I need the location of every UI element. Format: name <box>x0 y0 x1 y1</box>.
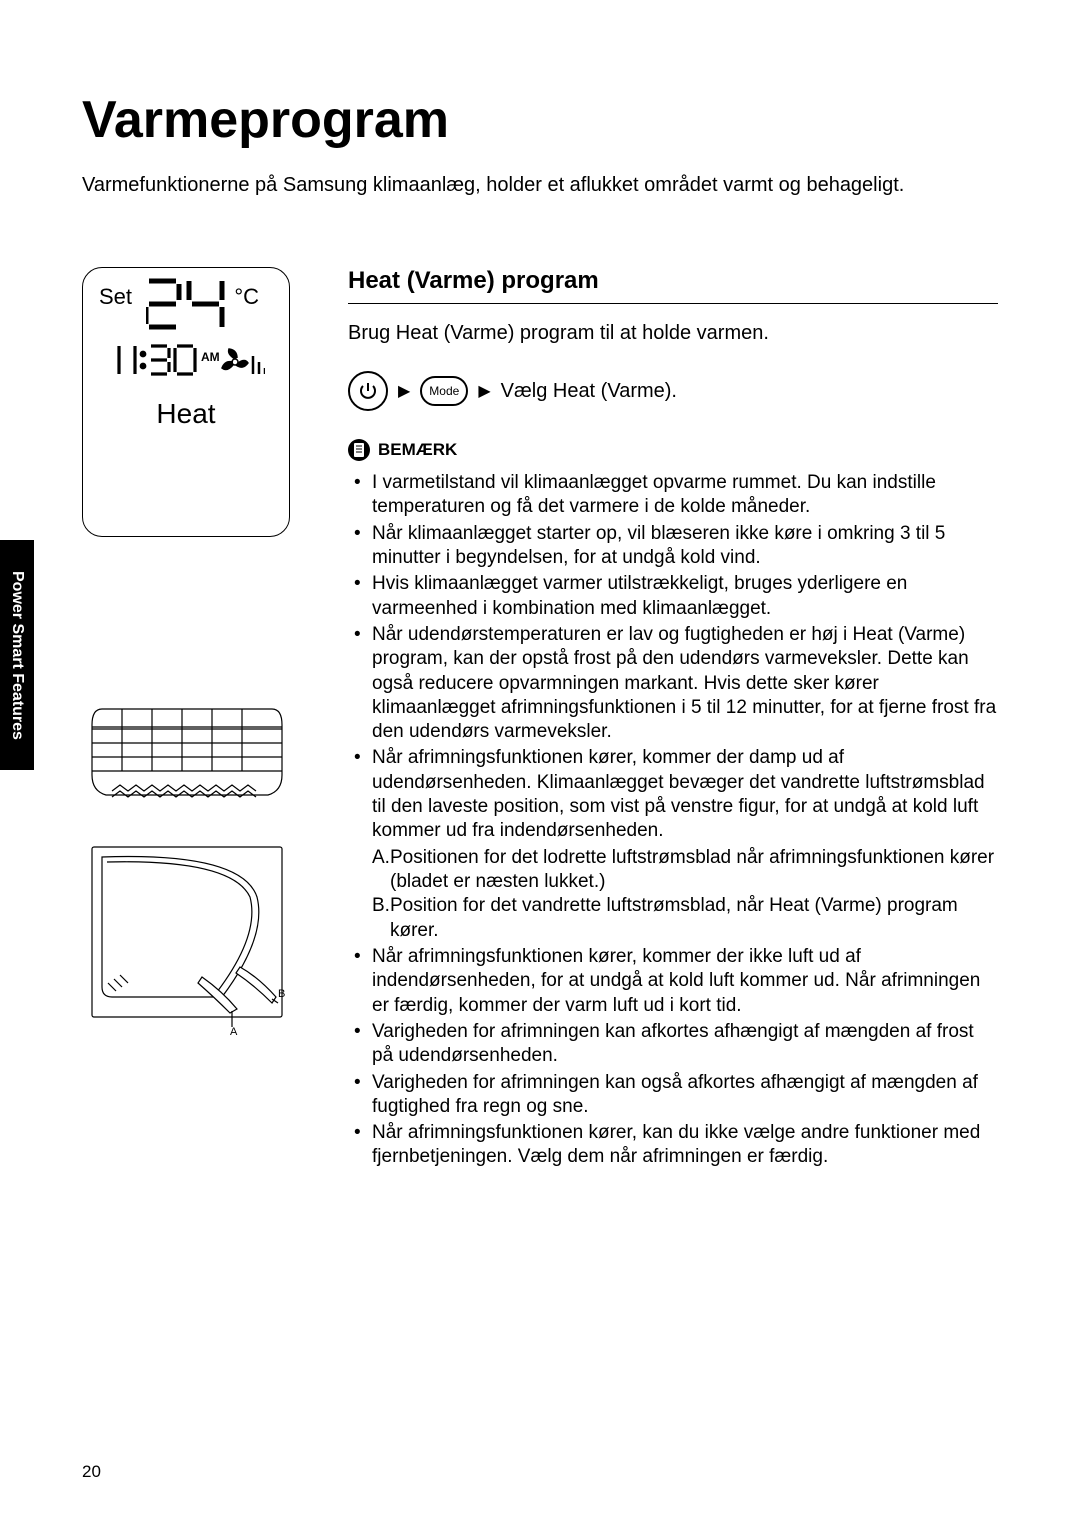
content-area: Set °C <box>82 267 998 1172</box>
note-header: BEMÆRK <box>348 439 998 461</box>
arrow-icon: ▶ <box>398 381 410 401</box>
section-intro: Brug Heat (Varme) program til at holde v… <box>348 322 998 345</box>
left-column: Set °C <box>82 267 290 1172</box>
ac-display-panel: Set °C <box>82 267 290 537</box>
set-label: Set <box>99 284 132 310</box>
note-label: BEMÆRK <box>378 440 457 460</box>
sub-note-b: B.Position for det vandrette luftstrømsb… <box>390 894 998 943</box>
page-subtitle: Varmefunktionerne på Samsung klimaanlæg,… <box>82 174 998 197</box>
note-icon <box>348 439 370 461</box>
note-item: Når afrimningsfunktionen kører, kan du i… <box>372 1121 998 1170</box>
note-item: Når afrimningsfunktionen kører, kommer d… <box>372 945 998 1018</box>
sub-note-a: A.Positionen for det lodrette luftstrøms… <box>390 846 998 895</box>
unit-diagram: A B <box>82 697 290 1042</box>
note-item: Når udendørstemperaturen er lav og fugti… <box>372 623 998 745</box>
note-item: Når klimaanlægget starter op, vil blæser… <box>372 522 998 571</box>
note-item: Når afrimningsfunktionen kører, kommer d… <box>372 746 998 943</box>
diagram-label-a: A <box>230 1026 238 1037</box>
note-item: Varigheden for afrimningen kan afkortes … <box>372 1020 998 1069</box>
note-item: Varigheden for afrimningen kan også afko… <box>372 1071 998 1120</box>
select-text: Vælg Heat (Varme). <box>501 380 677 403</box>
side-tab-text: Power Smart Features <box>8 571 26 740</box>
ampm-label: AM <box>201 350 220 364</box>
note-list: I varmetilstand vil klimaanlægget opvarm… <box>348 471 998 1170</box>
fan-icon <box>221 348 265 385</box>
right-column: Heat (Varme) program Brug Heat (Varme) p… <box>348 267 998 1172</box>
diagram-label-b: B <box>278 988 285 1000</box>
display-temp-row: Set °C <box>93 282 279 340</box>
time-digits <box>107 344 199 389</box>
mode-button: Mode <box>420 376 468 406</box>
button-sequence: ▶ Mode ▶ Vælg Heat (Varme). <box>348 371 998 411</box>
note-item-text: Når afrimningsfunktionen kører, kommer d… <box>372 747 985 841</box>
temp-unit: °C <box>234 284 259 310</box>
power-icon <box>348 371 388 411</box>
page-title: Varmeprogram <box>82 90 998 150</box>
side-tab: Power Smart Features <box>0 540 34 770</box>
sub-note-list: A.Positionen for det lodrette luftstrøms… <box>372 846 998 943</box>
page-number: 20 <box>82 1462 101 1482</box>
display-time-row: AM <box>93 344 279 386</box>
note-item: Hvis klimaanlægget varmer utilstrækkelig… <box>372 572 998 621</box>
temp-digits <box>146 278 226 342</box>
arrow-icon: ▶ <box>478 381 490 401</box>
section-heading: Heat (Varme) program <box>348 267 998 304</box>
note-item: I varmetilstand vil klimaanlægget opvarm… <box>372 471 998 520</box>
mode-label: Heat <box>93 398 279 430</box>
